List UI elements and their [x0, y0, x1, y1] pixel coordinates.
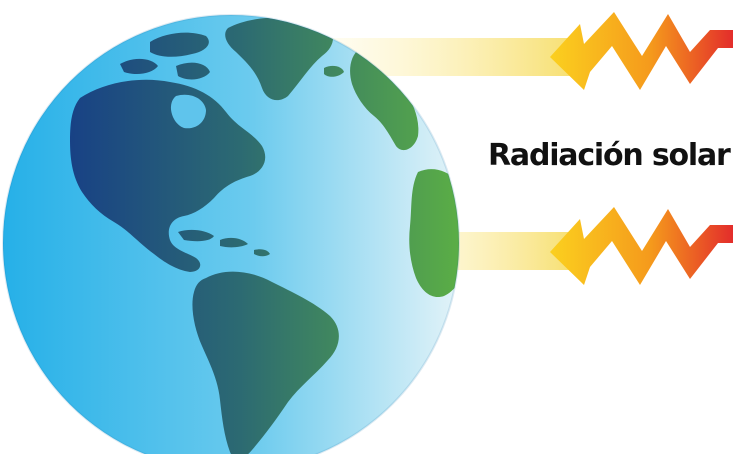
radiation-arrow-top	[550, 12, 733, 90]
solar-radiation-label: Radiación solar	[488, 138, 731, 173]
north-america-shape	[70, 79, 266, 272]
iceland-shape	[324, 65, 344, 77]
hudson-bay-shape	[170, 94, 206, 129]
globe-continents	[70, 17, 459, 458]
arctic-islands-shape	[120, 32, 210, 80]
greenland-shape	[225, 17, 333, 101]
africa-shape	[409, 169, 459, 297]
caribbean-islands-shape	[178, 229, 270, 257]
globe-rim	[2, 14, 460, 458]
south-america-shape	[192, 271, 339, 458]
europe-shape	[350, 48, 419, 151]
radiation-arrow-bottom	[550, 207, 733, 285]
